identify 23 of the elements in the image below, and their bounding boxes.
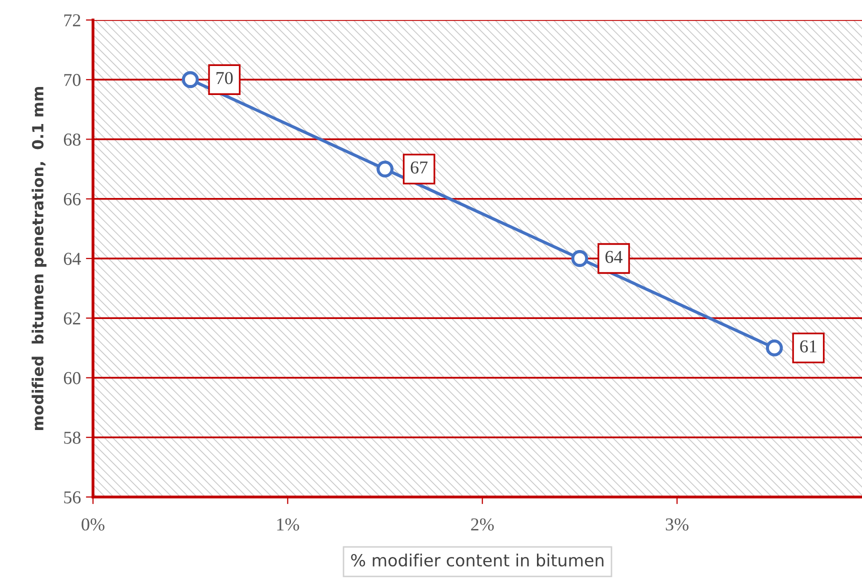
data-label: 67: [410, 161, 428, 174]
point: [571, 250, 588, 267]
x-tick-label: 2%: [471, 518, 494, 531]
y-tick-label: 66: [64, 193, 81, 206]
y-tick-label: 56: [64, 491, 81, 504]
x-axis-title: % modifier content in bitumen: [351, 554, 604, 567]
point: [766, 339, 783, 356]
y-tick-label: 64: [64, 252, 81, 265]
x-tick-label: 1%: [277, 518, 300, 531]
y-tick-label: 70: [64, 74, 81, 86]
y-tick-label: 72: [64, 14, 80, 26]
y-tick-label: 58: [64, 432, 81, 444]
point: [182, 71, 199, 88]
point: [376, 160, 394, 178]
data-label: 61: [800, 340, 816, 352]
x-tick-label: 0%: [82, 518, 104, 531]
y-tick-label: 60: [64, 372, 81, 384]
data-label: 64: [605, 250, 622, 264]
y-axis-title: modified bitumen penetration, 0.1 mm: [32, 86, 46, 430]
y-tick-label: 68: [64, 134, 81, 146]
data-label: 70: [216, 72, 233, 84]
x-tick-label: 3%: [666, 518, 688, 531]
y-tick-label: 62: [64, 312, 80, 325]
